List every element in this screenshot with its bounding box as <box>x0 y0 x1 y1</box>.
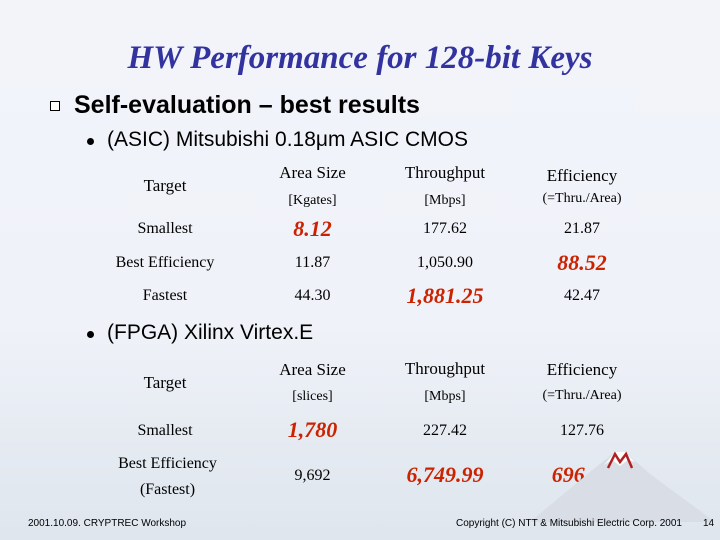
fpga-row-1-area: 1,780 <box>287 417 338 442</box>
fpga-header-efficiency: Efficiency <box>546 360 618 379</box>
fpga-row-2-throughput: 6,749.99 <box>406 462 484 487</box>
round-bullet-icon <box>87 138 94 145</box>
fpga-header-area: Area Size <box>279 360 346 379</box>
footer-left: 2001.10.09. CRYPTREC Workshop <box>28 518 187 529</box>
fpga-row-1-target: Smallest <box>137 422 193 439</box>
asic-header-area: Area Size <box>279 163 346 182</box>
fpga-row-2-target-line1: Best Efficiency <box>118 455 217 472</box>
footer-copyright: Copyright (C) NTT & Mitsubishi Electric … <box>456 518 682 529</box>
fpga-header-efficiency-unit: (=Thru./Area) <box>542 388 622 403</box>
fpga-row-2-target-line2: (Fastest) <box>139 481 196 498</box>
asic-header-target: Target <box>143 176 187 195</box>
slide-title: HW Performance for 128-bit Keys <box>127 40 593 76</box>
mountain-illustration <box>530 451 715 522</box>
asic-row-1-target: Smallest <box>137 220 193 237</box>
fpga-heading: (FPGA) Xilinx Virtex.E <box>107 321 314 344</box>
fpga-header-target: Target <box>143 373 187 392</box>
asic-row-3-target: Fastest <box>142 287 188 304</box>
asic-header-throughput-unit: [Mbps] <box>424 193 466 208</box>
fpga-row-1-efficiency: 127.76 <box>560 422 604 439</box>
asic-row-1-area: 8.12 <box>293 216 332 241</box>
asic-header-area-unit: [Kgates] <box>288 193 337 208</box>
asic-heading: (ASIC) Mitsubishi 0.18μm ASIC CMOS <box>107 128 469 151</box>
asic-row-3-area: 44.30 <box>294 287 331 304</box>
asic-header-throughput: Throughput <box>404 163 486 182</box>
fpga-header-throughput-unit: [Mbps] <box>424 389 466 404</box>
square-bullet-icon <box>50 101 60 111</box>
asic-row-3-throughput: 1,881.25 <box>406 283 484 308</box>
fpga-row-2-area: 9,692 <box>294 467 331 484</box>
section-heading: Self-evaluation – best results <box>74 91 420 119</box>
fpga-header-area-unit: [slices] <box>292 389 333 404</box>
asic-header-efficiency-unit: (=Thru./Area) <box>542 191 622 206</box>
round-bullet-icon <box>87 331 94 338</box>
asic-row-2-efficiency: 88.52 <box>557 250 607 275</box>
asic-row-2-throughput: 1,050.90 <box>417 254 473 271</box>
asic-row-2-area: 11.87 <box>294 254 331 271</box>
asic-row-3-efficiency: 42.47 <box>564 287 600 304</box>
page-number: 14 <box>703 518 715 529</box>
asic-row-2-target: Best Efficiency <box>115 254 215 271</box>
asic-header-efficiency: Efficiency <box>546 166 618 185</box>
fpga-row-1-throughput: 227.42 <box>423 422 467 439</box>
asic-row-1-throughput: 177.62 <box>423 220 467 237</box>
fpga-header-throughput: Throughput <box>404 359 486 378</box>
asic-row-1-efficiency: 21.87 <box>564 220 600 237</box>
